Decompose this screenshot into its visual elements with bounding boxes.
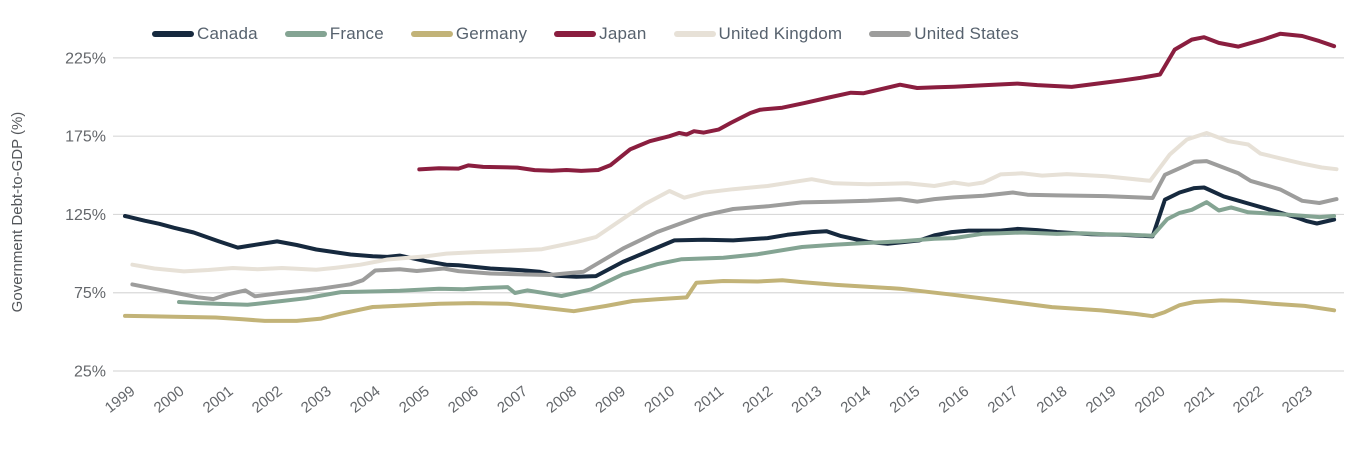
series-line-united-states[interactable] — [130, 159, 1339, 302]
x-tick-label-2004: 2004 — [347, 383, 384, 417]
series-line-france[interactable] — [177, 200, 1337, 307]
legend-label-germany: Germany — [455, 24, 528, 43]
y-tick-label-25: 25% — [74, 364, 106, 381]
legend-item-france[interactable]: France — [284, 24, 384, 44]
legend-label-japan: Japan — [599, 24, 647, 43]
x-tick-label-2011: 2011 — [691, 383, 727, 416]
legend-item-united-states[interactable]: United States — [869, 24, 1019, 44]
x-tick-label-2019: 2019 — [1083, 383, 1120, 417]
legend-label-canada: Canada — [197, 24, 258, 43]
y-axis-title: Government Debt-to-GDP (%) — [9, 112, 26, 313]
y-tick-label-125: 125% — [65, 207, 106, 224]
y-tick-label-75: 75% — [74, 285, 106, 302]
france-line-swatch-icon — [284, 31, 327, 37]
x-tick-label-2010: 2010 — [641, 383, 678, 417]
y-tick-label-175: 175% — [65, 129, 106, 146]
series-line-united-kingdom[interactable] — [130, 131, 1339, 274]
x-tick-label-2007: 2007 — [494, 383, 531, 417]
series-line-japan[interactable] — [417, 31, 1337, 173]
x-tick-label-2012: 2012 — [739, 383, 776, 417]
legend-item-canada[interactable]: Canada — [152, 24, 258, 44]
japan-line-swatch-icon — [554, 31, 597, 37]
legend-item-united-kingdom[interactable]: United Kingdom — [673, 24, 843, 44]
x-tick-label-2005: 2005 — [396, 383, 433, 417]
x-tick-label-2016: 2016 — [936, 383, 973, 417]
legend-label-france: France — [329, 24, 384, 43]
series-line-germany[interactable] — [123, 278, 1337, 323]
x-tick-label-2015: 2015 — [886, 383, 923, 417]
x-tick-label-2008: 2008 — [543, 383, 580, 417]
x-tick-label-1999: 1999 — [102, 383, 139, 417]
united-kingdom-line-swatch-icon — [673, 31, 716, 37]
x-tick-label-2000: 2000 — [151, 383, 188, 417]
united-states-line-swatch-icon — [869, 31, 912, 37]
legend-item-japan[interactable]: Japan — [554, 24, 646, 44]
x-tick-label-2020: 2020 — [1132, 383, 1169, 417]
x-tick-label-2001: 2001 — [200, 383, 237, 417]
x-tick-label-2021: 2021 — [1181, 383, 1218, 417]
x-tick-label-2013: 2013 — [788, 383, 825, 417]
x-tick-label-2014: 2014 — [837, 383, 874, 417]
x-tick-label-2003: 2003 — [298, 383, 335, 417]
germany-line-swatch-icon — [410, 31, 453, 37]
x-tick-label-2023: 2023 — [1279, 383, 1316, 417]
x-tick-label-2009: 2009 — [592, 383, 629, 417]
legend-item-germany[interactable]: Germany — [410, 24, 528, 44]
legend-label-united-states: United States — [914, 24, 1019, 43]
x-tick-label-2017: 2017 — [985, 383, 1022, 417]
chart-legend: Canada France Germany Japan United Kingd… — [152, 24, 1019, 44]
legend-label-united-kingdom: United Kingdom — [718, 24, 843, 43]
x-tick-label-2018: 2018 — [1034, 383, 1071, 417]
x-tick-label-2002: 2002 — [249, 383, 286, 417]
canada-line-swatch-icon — [152, 31, 194, 37]
x-tick-label-2022: 2022 — [1230, 383, 1267, 417]
series-line-canada[interactable] — [123, 185, 1337, 279]
x-tick-label-2006: 2006 — [445, 383, 482, 417]
y-tick-label-225: 225% — [65, 50, 106, 67]
